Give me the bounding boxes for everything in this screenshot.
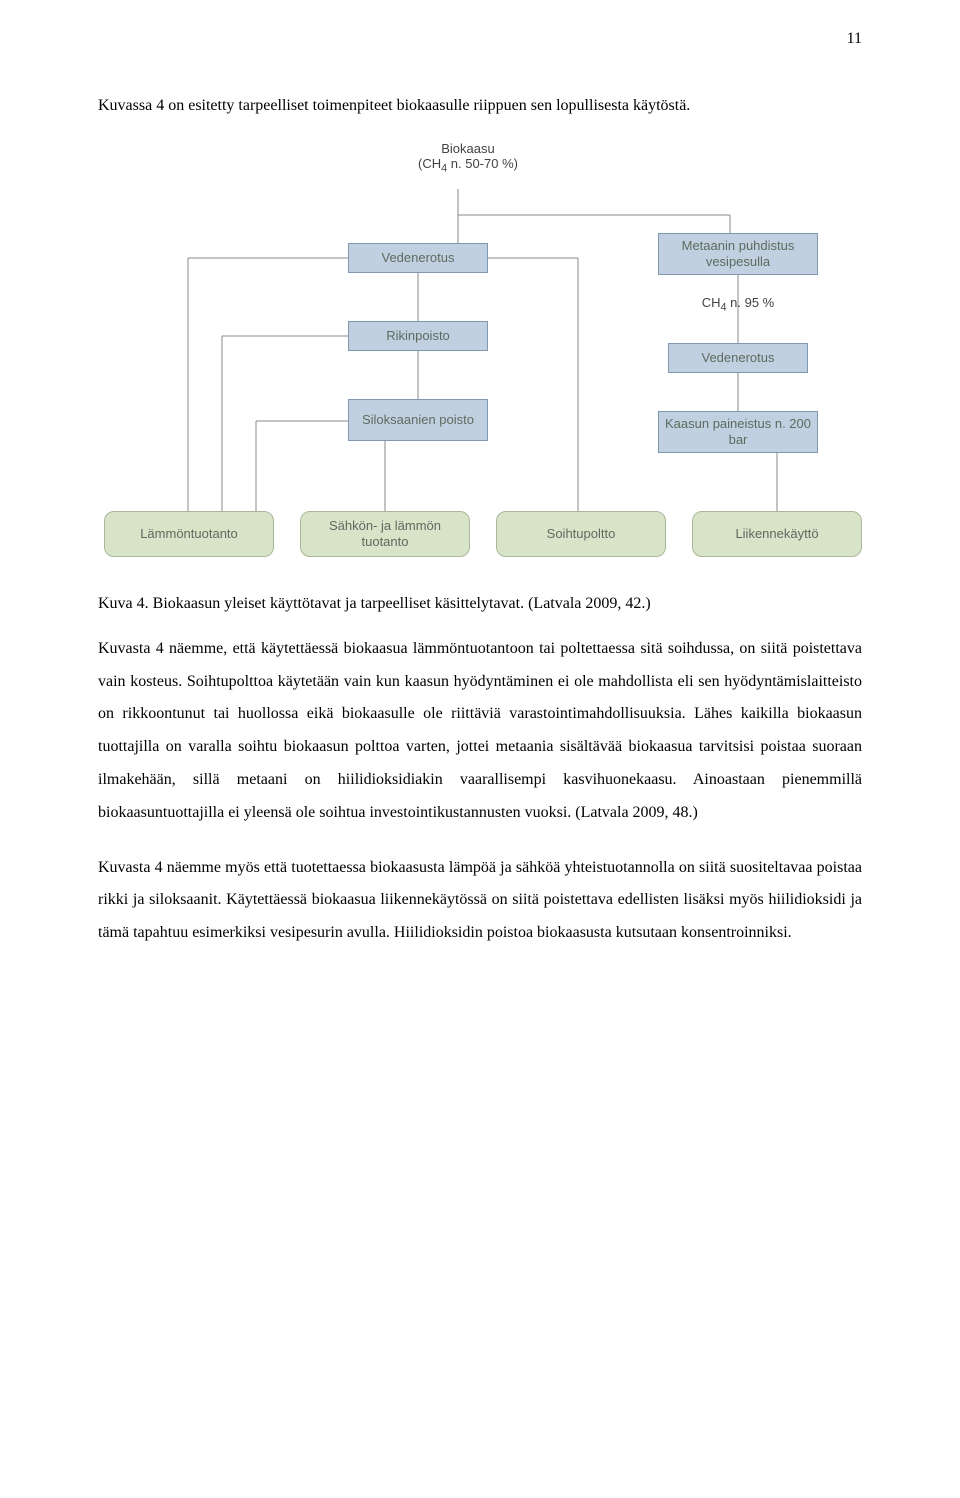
mid-label: CH4 n. 95 % bbox=[688, 295, 788, 314]
flowchart-node-sahkon: Sähkön- ja lämmön tuotanto bbox=[300, 511, 470, 557]
flowchart-node-rikinpoisto: Rikinpoisto bbox=[348, 321, 488, 351]
top-label: Biokaasu(CH4 n. 50-70 %) bbox=[388, 141, 548, 175]
flowchart-node-lammontuotanto: Lämmöntuotanto bbox=[104, 511, 274, 557]
body-paragraph-2: Kuvasta 4 näemme myös että tuotettaessa … bbox=[98, 852, 862, 950]
flowchart-node-vedenerotus: Vedenerotus bbox=[348, 243, 488, 273]
flowchart-diagram: Biokaasu(CH4 n. 50-70 %) CH4 n. 95 % Ved… bbox=[98, 141, 862, 581]
flowchart-node-liikennekaytto: Liikennekäyttö bbox=[692, 511, 862, 557]
page-number: 11 bbox=[847, 30, 862, 48]
figure-caption: Kuva 4. Biokaasun yleiset käyttötavat ja… bbox=[98, 595, 862, 613]
body-paragraph-1: Kuvasta 4 näemme, että käytettäessä biok… bbox=[98, 633, 862, 830]
intro-paragraph: Kuvassa 4 on esitetty tarpeelliset toime… bbox=[98, 90, 862, 123]
flowchart-node-siloksaanien: Siloksaanien poisto bbox=[348, 399, 488, 441]
flowchart-node-vedenerotus2: Vedenerotus bbox=[668, 343, 808, 373]
flowchart-node-kaasun: Kaasun paineistus n. 200 bar bbox=[658, 411, 818, 453]
flowchart-node-soihtupoltto: Soihtupoltto bbox=[496, 511, 666, 557]
flowchart-node-metaanin: Metaanin puhdistus vesipesulla bbox=[658, 233, 818, 275]
